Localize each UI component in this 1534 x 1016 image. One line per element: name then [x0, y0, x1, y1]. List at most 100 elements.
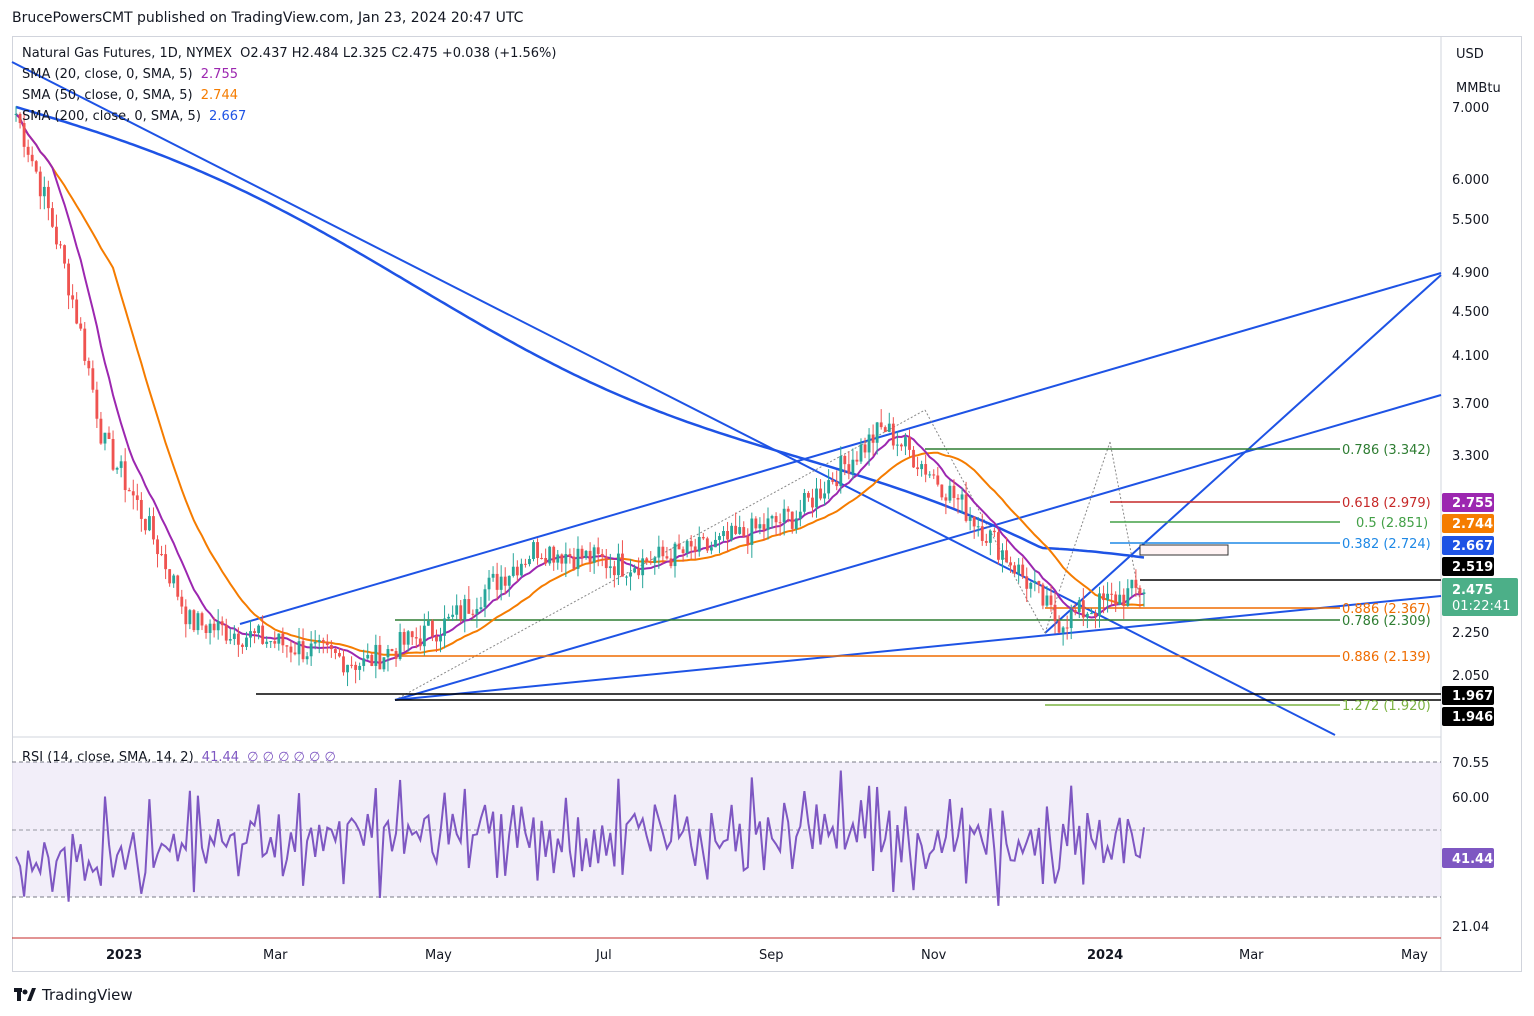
candle-body: [827, 480, 831, 494]
candle-body: [1118, 594, 1122, 605]
candle-body: [1001, 550, 1004, 560]
fib-labels: 0.786 (3.342) 0.618 (2.979) 0.5 (2.851) …: [1342, 443, 1431, 714]
candle-body: [673, 543, 677, 567]
candle-body: [200, 613, 204, 626]
sma50-line: [15, 113, 1145, 656]
candle-body: [819, 488, 822, 499]
tag-level-1967: 1.967: [1452, 689, 1493, 704]
candle-body: [487, 577, 491, 590]
candle-body: [588, 550, 592, 563]
price-tick: 2.050: [1452, 669, 1489, 684]
candle-body: [38, 171, 42, 197]
time-tick: Mar: [1239, 948, 1264, 963]
candle-body: [988, 530, 992, 543]
candle-body: [1037, 581, 1041, 585]
candle-body: [528, 558, 531, 565]
candle-body: [382, 657, 386, 670]
candle-body: [1134, 579, 1138, 588]
candle-body: [398, 632, 402, 659]
footer-brand[interactable]: TradingView: [14, 986, 133, 1004]
candle-body: [22, 123, 26, 147]
candle-body: [216, 621, 220, 631]
candle-body: [426, 620, 430, 626]
candle-body: [281, 633, 285, 646]
candle-body: [887, 423, 891, 432]
candle-body: [608, 566, 612, 569]
candle-body: [1025, 576, 1029, 589]
tag-countdown: 01:22:41: [1452, 599, 1510, 614]
candle-body: [895, 444, 899, 446]
candle-body: [794, 518, 798, 529]
legend-sma20[interactable]: SMA (20, close, 0, SMA, 5) 2.755: [22, 67, 242, 82]
tag-sma20: 2.755: [1452, 496, 1493, 511]
candle-body: [285, 645, 289, 647]
candle-body: [67, 263, 70, 296]
candle-body: [742, 527, 746, 537]
legend-sma50-label: SMA (50, close, 0, SMA, 5): [22, 88, 193, 103]
candle-body: [196, 613, 200, 631]
candle-body: [406, 631, 410, 645]
candle-body: [26, 146, 30, 155]
tag-level-1946: 1.946: [1452, 710, 1493, 725]
price-tick: 6.000: [1452, 173, 1489, 188]
tag-sma50: 2.744: [1452, 517, 1493, 532]
publisher-header: BrucePowersCMT published on TradingView.…: [12, 10, 524, 26]
candle-body: [358, 665, 362, 670]
candle-body: [160, 554, 163, 556]
candle-body: [774, 516, 778, 523]
candle-body: [495, 573, 499, 590]
price-tick: 2.250: [1452, 626, 1489, 641]
candle-body: [249, 631, 252, 638]
candle-body: [180, 596, 184, 607]
price-axis-unit: USD: [1456, 47, 1484, 62]
candle-body: [374, 644, 378, 666]
candle-body: [91, 368, 95, 390]
candle-body: [443, 618, 446, 636]
candle-body: [807, 492, 810, 498]
candle-body: [168, 569, 172, 584]
candle-body: [18, 113, 22, 124]
candle-body: [1138, 587, 1142, 595]
candle-body: [241, 644, 244, 647]
candle-body: [867, 434, 871, 453]
candle-body: [63, 245, 66, 264]
candle-body: [847, 464, 851, 474]
candle-body: [301, 641, 305, 660]
candle-body: [661, 546, 665, 557]
candle-body: [439, 635, 442, 642]
price-tick: 5.500: [1452, 213, 1489, 228]
candle-body: [107, 432, 111, 439]
candle-body: [273, 641, 277, 644]
candle-body: [524, 563, 527, 565]
candle-body: [394, 651, 398, 659]
legend-main[interactable]: Natural Gas Futures, 1D, NYMEX O2.437 H2…: [22, 46, 560, 61]
candle-body: [329, 644, 333, 650]
pattern-lines: [394, 409, 1141, 701]
tradingview-logo-icon: [14, 988, 36, 1001]
legend-sma50[interactable]: SMA (50, close, 0, SMA, 5) 2.744: [22, 88, 242, 103]
candle-body: [536, 542, 539, 558]
price-axis[interactable]: USD MMBtu 7.000 6.000 5.500 4.900 4.500 …: [1452, 47, 1501, 684]
candle-body: [625, 576, 628, 578]
rsi-axis[interactable]: 70.55 60.00 21.04: [1452, 756, 1489, 935]
candle-body: [1122, 594, 1126, 606]
candle-body: [1065, 627, 1069, 629]
legend-rsi-label: RSI (14, close, SMA, 14, 2): [22, 750, 194, 765]
candle-body: [354, 664, 358, 670]
candle-body: [135, 495, 139, 500]
candle-body: [681, 549, 685, 554]
candle-body: [705, 538, 709, 551]
legend-sma200[interactable]: SMA (200, close, 0, SMA, 5) 2.667: [22, 109, 250, 124]
candle-body: [1005, 550, 1008, 563]
candle-body: [904, 437, 907, 447]
candle-body: [956, 497, 960, 500]
legend-rsi[interactable]: RSI (14, close, SMA, 14, 2) 41.44 ∅ ∅ ∅ …: [22, 750, 340, 765]
candle-body: [616, 553, 620, 576]
steep-rally-line: [1044, 274, 1442, 634]
candle-body: [511, 566, 515, 576]
candle-body: [948, 485, 952, 501]
candle-body: [236, 633, 240, 645]
time-axis[interactable]: 2023 Mar May Jul Sep Nov 2024 Mar May: [106, 948, 1428, 963]
candle-body: [515, 566, 519, 576]
